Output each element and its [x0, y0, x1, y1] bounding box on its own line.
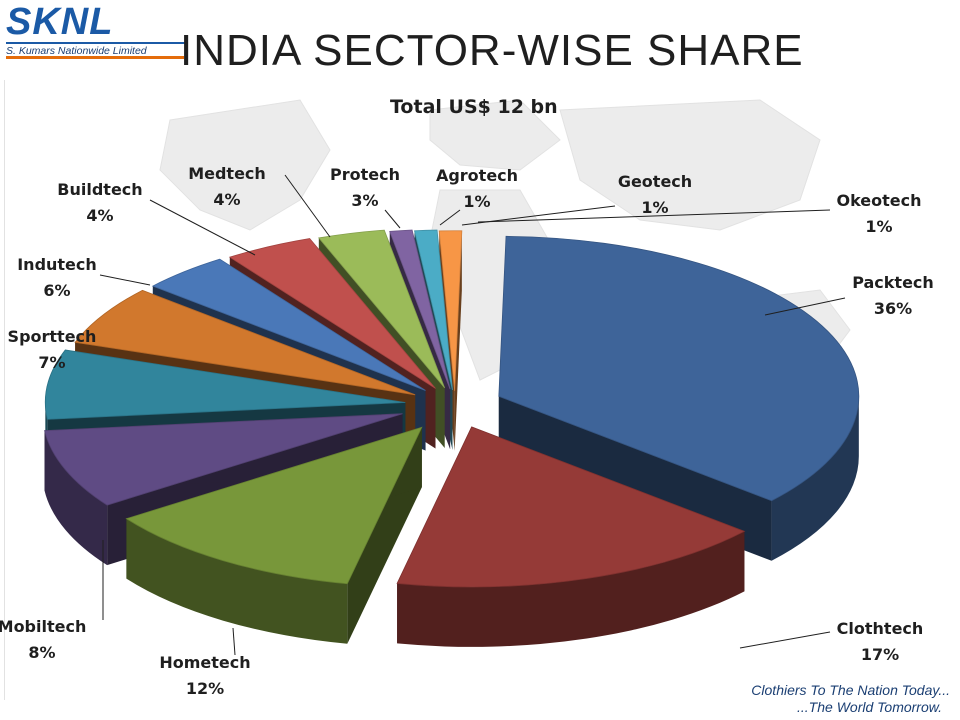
- leader-line-okeotech: [477, 209, 831, 223]
- slice-percent-clothtech: 17%: [861, 645, 899, 664]
- slice-label-buildtech: Buildtech: [57, 180, 142, 199]
- leader-line-hometech: [232, 627, 236, 656]
- slice-percent-mobiltech: 8%: [28, 643, 55, 662]
- leader-line-indutech: [99, 274, 151, 286]
- slice-label-protech: Protech: [330, 165, 400, 184]
- slice-label-geotech: Geotech: [618, 172, 692, 191]
- leader-line-agrotech: [439, 209, 461, 226]
- page-title: INDIA SECTOR-WISE SHARE: [180, 26, 804, 75]
- pie-slice-top: [44, 349, 406, 420]
- pie-slice-top: [44, 413, 403, 506]
- slice-label-mobiltech: Mobiltech: [0, 617, 86, 636]
- slice-percent-agrotech: 1%: [463, 192, 490, 211]
- slice-percent-protech: 3%: [351, 191, 378, 210]
- chart-title: Total US$ 12 bn: [390, 96, 558, 118]
- company-logo: SKNL S. Kumars Nationwide Limited: [6, 2, 186, 57]
- pie-slice-top: [438, 230, 463, 391]
- pie-slice-top: [74, 289, 416, 396]
- logo-mark: SKNL: [6, 1, 114, 43]
- tagline-line-2: ...The World Tomorrow.: [797, 699, 942, 715]
- leader-line-protech: [384, 209, 401, 229]
- slice-label-clothtech: Clothtech: [837, 619, 924, 638]
- left-divider: [4, 80, 5, 700]
- slice-percent-hometech: 12%: [186, 679, 224, 698]
- pie-slice-clothtech: [396, 426, 746, 647]
- tagline-line-1: Clothiers To The Nation Today...: [751, 682, 950, 698]
- pie-slice-rim: [771, 396, 859, 561]
- leader-line-buildtech: [149, 199, 256, 256]
- slice-percent-okeotech: 1%: [865, 217, 892, 236]
- slice-label-indutech: Indutech: [17, 255, 97, 274]
- pie-slice-top: [151, 258, 426, 391]
- pie-slice-top: [414, 229, 453, 391]
- footer-tagline: Clothiers To The Nation Today... ...The …: [740, 682, 950, 716]
- slice-label-packtech: Packtech: [852, 273, 934, 292]
- slice-percent-medtech: 4%: [213, 190, 240, 209]
- leader-line-packtech: [764, 297, 846, 316]
- slice-percent-geotech: 1%: [641, 198, 668, 217]
- slice-percent-indutech: 6%: [43, 281, 70, 300]
- slice-percent-buildtech: 4%: [86, 206, 113, 225]
- leader-line-clothtech: [739, 631, 831, 649]
- slice-percent-packtech: 36%: [874, 299, 912, 318]
- pie-slice-top: [396, 426, 746, 588]
- pie-slice-rim: [44, 430, 108, 566]
- slice-label-agrotech: Agrotech: [436, 166, 518, 185]
- pie-slice-top: [318, 229, 445, 389]
- pie-slice-rim: [397, 531, 745, 647]
- slice-label-hometech: Hometech: [159, 653, 250, 672]
- logo-subtitle: S. Kumars Nationwide Limited: [6, 42, 186, 57]
- pie-slice-top: [389, 229, 451, 390]
- slice-percent-sporttech: 7%: [38, 353, 65, 372]
- pie-slice-top: [498, 235, 860, 502]
- slice-label-okeotech: Okeotech: [836, 191, 921, 210]
- pie-slice-rim: [126, 518, 348, 644]
- pie-slice-top: [125, 426, 423, 585]
- logo-accent-bar: [6, 56, 184, 59]
- pie-slice-wall: [454, 230, 462, 451]
- pie-slice-hometech: [125, 426, 423, 644]
- slice-label-medtech: Medtech: [188, 164, 266, 183]
- leader-line-medtech: [284, 174, 331, 238]
- pie-slice-top: [228, 238, 436, 389]
- slice-label-sporttech: Sporttech: [8, 327, 97, 346]
